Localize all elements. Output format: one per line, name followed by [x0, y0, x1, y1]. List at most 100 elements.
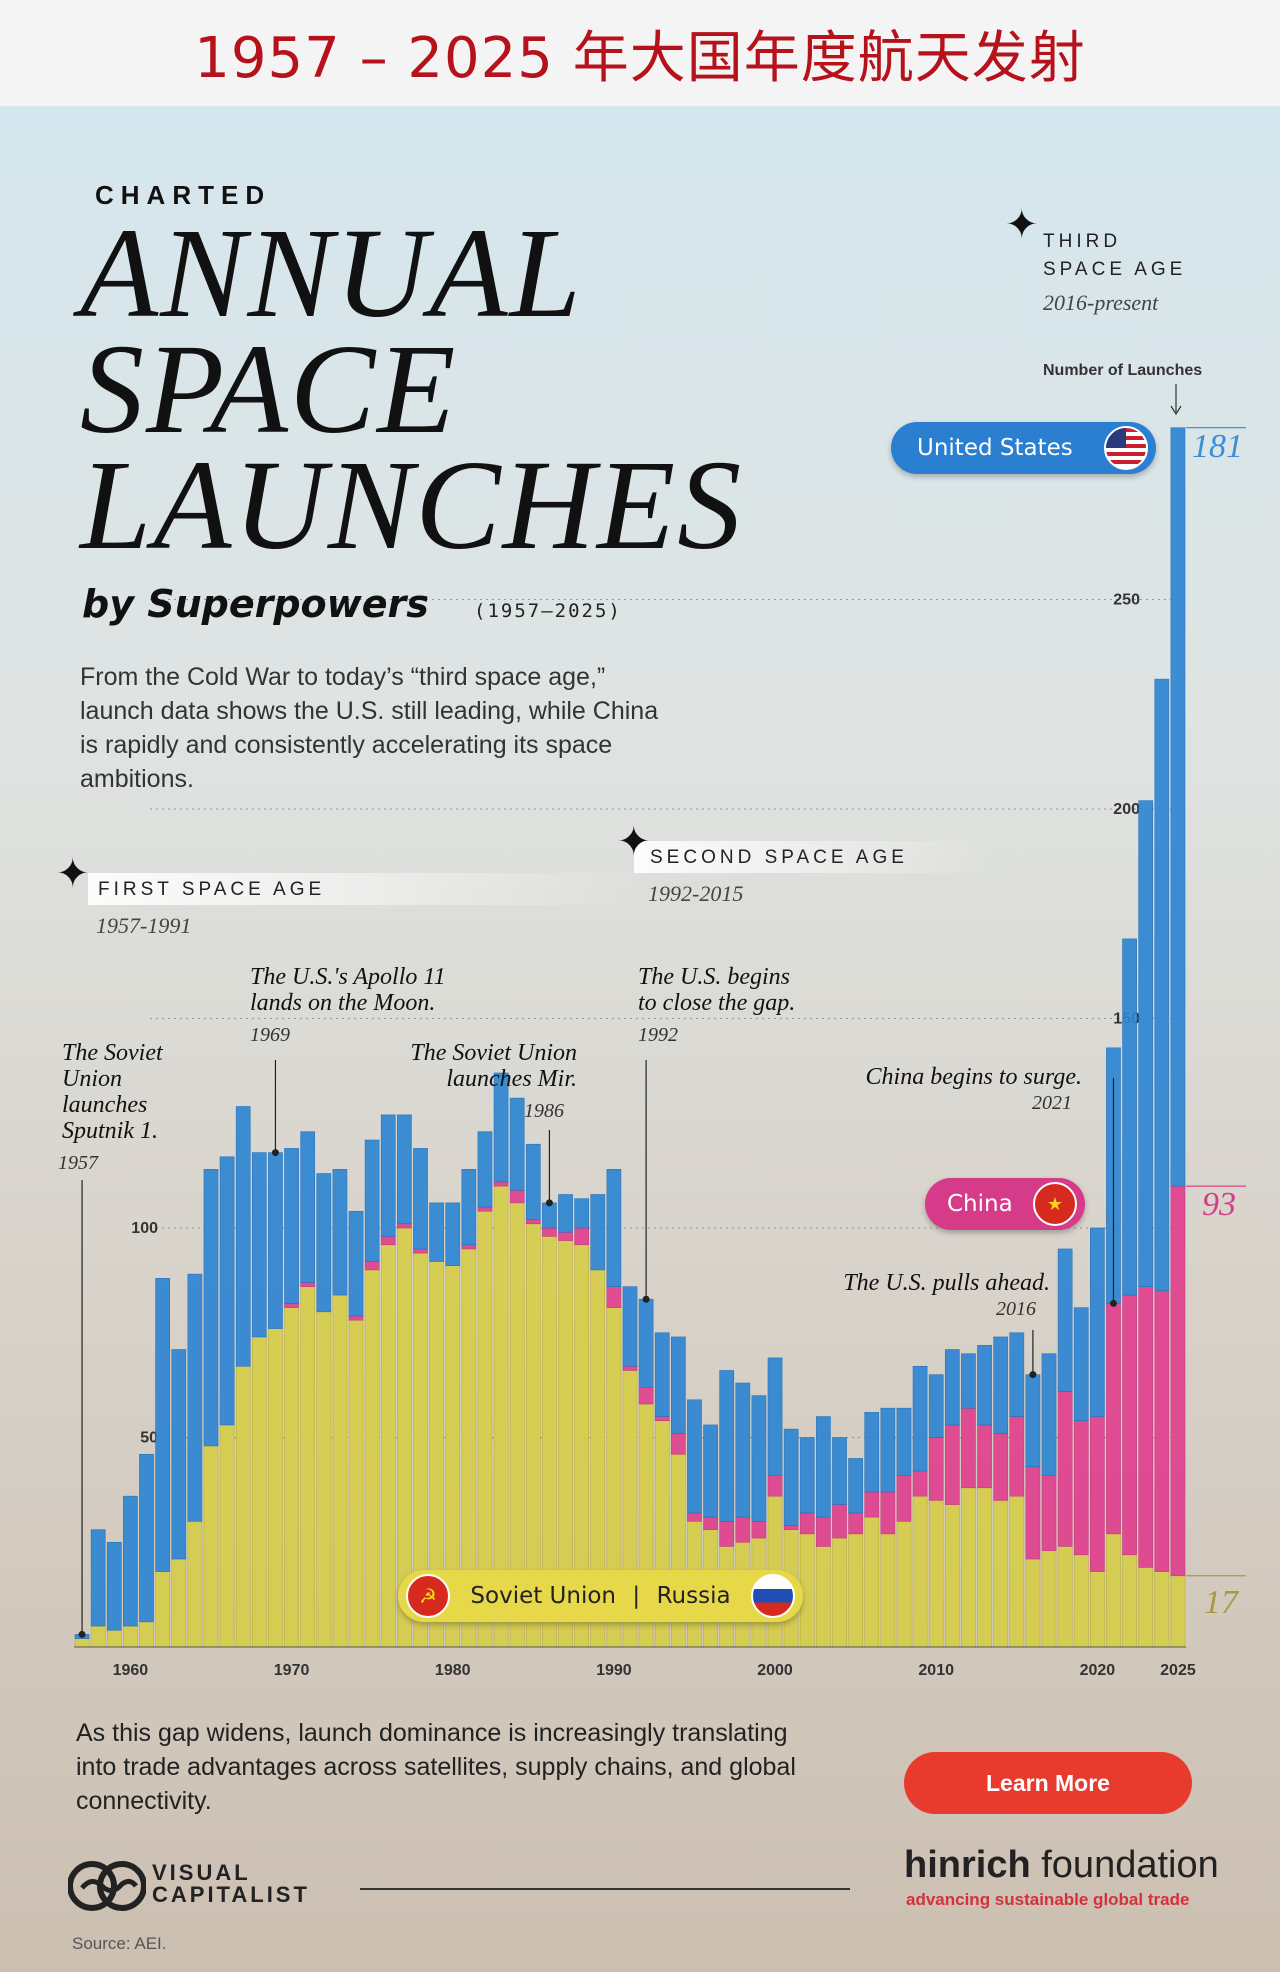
bar-1996-series-2 — [703, 1424, 718, 1518]
bar-2024-series-2 — [1154, 678, 1170, 1292]
learn-more-button[interactable]: Learn More — [904, 1752, 1192, 1814]
bar-2009-series-1 — [912, 1470, 928, 1497]
annotation-mir: The Soviet Union launches Mir. — [410, 1040, 577, 1092]
bar-1999-series-1 — [751, 1521, 767, 1539]
visual-capitalist-logo[interactable]: VISUAL CAPITALIST — [68, 1856, 310, 1912]
third-age-label-2: SPACE AGE — [1043, 259, 1187, 280]
bar-2006-series-1 — [864, 1491, 880, 1518]
annotation-us-ahead-year: 2016 — [996, 1298, 1036, 1320]
bar-1971-series-1 — [300, 1282, 316, 1287]
legend-china-label: China — [947, 1191, 1013, 1217]
bar-2011-series-1 — [944, 1424, 960, 1505]
x-tick-label: 1960 — [113, 1662, 149, 1679]
bar-1997-series-1 — [719, 1521, 735, 1547]
bar-2016-series-2 — [1025, 1374, 1041, 1468]
bar-2008-series-1 — [896, 1474, 912, 1522]
title-line-2: SPACE — [80, 318, 458, 460]
annotation-dot — [1029, 1371, 1037, 1379]
star-icon: ✦ — [56, 851, 90, 897]
bar-2002-series-1 — [799, 1512, 815, 1535]
title-line-1: ANNUAL — [80, 202, 583, 344]
bar-1975-series-1 — [364, 1261, 380, 1271]
bar-2015-series-2 — [1009, 1332, 1025, 1417]
x-tick-label: 2020 — [1080, 1662, 1116, 1679]
bar-1990-series-1 — [606, 1286, 622, 1308]
bar-1978-series-2 — [413, 1148, 428, 1250]
soviet-flag-icon: ☭ — [406, 1574, 450, 1618]
intro-text: From the Cold War to today’s “third spac… — [80, 663, 659, 793]
bar-1984-series-2 — [509, 1097, 525, 1191]
bar-1968-series-0 — [251, 1336, 267, 1648]
top-banner: 1957 – 2025 年大国年度航天发射 — [0, 0, 1280, 106]
annotation-dot — [642, 1295, 650, 1303]
legend-us-label: United States — [917, 435, 1073, 461]
end-value-us: 181 — [1192, 428, 1243, 465]
bar-1970-series-2 — [284, 1148, 299, 1304]
bar-1959-series-2 — [106, 1541, 122, 1631]
bar-2024-series-0 — [1154, 1571, 1170, 1648]
bar-2018-series-2 — [1057, 1248, 1073, 1392]
bar-2014-series-1 — [993, 1433, 1009, 1501]
annotation-dot — [78, 1630, 86, 1638]
bar-1985-series-1 — [525, 1219, 541, 1225]
us-flag-icon — [1104, 426, 1148, 470]
bar-2003-series-1 — [816, 1516, 831, 1547]
bar-2013-series-0 — [977, 1487, 992, 1648]
bar-1982-series-1 — [477, 1206, 493, 1212]
bar-1972-series-2 — [316, 1173, 332, 1313]
bar-1963-series-2 — [171, 1349, 187, 1560]
bar-2005-series-0 — [848, 1533, 863, 1648]
bar-2020-series-0 — [1090, 1571, 1105, 1648]
bar-1973-series-0 — [332, 1294, 348, 1648]
bar-1997-series-2 — [719, 1370, 735, 1522]
bar-1972-series-0 — [316, 1311, 332, 1648]
bar-2003-series-0 — [816, 1546, 831, 1648]
legend-separator: | — [632, 1583, 641, 1609]
bar-2017-series-2 — [1041, 1353, 1057, 1476]
bar-2008-series-0 — [896, 1521, 912, 1648]
vc-logo-icon — [68, 1861, 146, 1911]
bar-1960-series-2 — [123, 1495, 138, 1627]
bar-2018-series-1 — [1057, 1391, 1073, 1547]
vc-line-1: VISUAL — [152, 1860, 251, 1885]
bar-1977-series-1 — [397, 1223, 412, 1229]
bar-1986-series-1 — [542, 1227, 557, 1237]
bar-2023-series-2 — [1138, 800, 1154, 1287]
bar-2016-series-1 — [1025, 1466, 1041, 1560]
bar-1992-series-2 — [638, 1298, 654, 1388]
bar-1991-series-1 — [622, 1365, 638, 1371]
kicker: CHARTED — [95, 180, 272, 210]
annotation-sputnik-year: 1957 — [58, 1152, 98, 1174]
annotation-dot — [271, 1149, 279, 1157]
x-tick-label: 2010 — [918, 1662, 954, 1679]
bar-2001-series-2 — [783, 1428, 799, 1526]
annotation-dot — [545, 1199, 553, 1207]
bar-2017-series-0 — [1041, 1550, 1057, 1648]
bar-1992-series-1 — [638, 1386, 654, 1405]
bar-1982-series-2 — [477, 1131, 493, 1208]
bar-1962-series-2 — [155, 1277, 170, 1572]
bar-1964-series-2 — [187, 1273, 203, 1522]
bar-1994-series-2 — [670, 1336, 686, 1434]
axis-caption: Number of Launches — [1043, 362, 1203, 379]
annotation-close-gap: The U.S. begins to close the gap. — [638, 964, 796, 1016]
bar-1983-series-2 — [493, 1072, 509, 1183]
bar-2019-series-1 — [1073, 1420, 1089, 1556]
source-note: Source: AEI. — [72, 1934, 167, 1953]
bar-2017-series-1 — [1041, 1474, 1057, 1551]
bar-2020-series-1 — [1090, 1416, 1105, 1572]
bar-1968-series-2 — [251, 1152, 267, 1338]
page-title: ANNUAL SPACE LAUNCHES — [80, 202, 743, 569]
x-tick-label: 1990 — [596, 1662, 632, 1679]
y-tick-label: 50 — [140, 1430, 158, 1447]
bar-1964-series-0 — [187, 1521, 203, 1648]
vc-line-2: CAPITALIST — [152, 1882, 310, 1907]
bar-1984-series-1 — [509, 1189, 525, 1204]
hinrich-tagline: advancing sustainable global trade — [906, 1890, 1190, 1909]
vc-wordmark: VISUAL CAPITALIST — [152, 1862, 310, 1906]
bar-1962-series-0 — [155, 1571, 170, 1648]
bar-2006-series-0 — [864, 1516, 880, 1648]
bar-2003-series-2 — [816, 1416, 831, 1518]
bar-1975-series-2 — [364, 1139, 380, 1262]
hinrich-logo[interactable]: hinrich foundation — [904, 1844, 1219, 1887]
